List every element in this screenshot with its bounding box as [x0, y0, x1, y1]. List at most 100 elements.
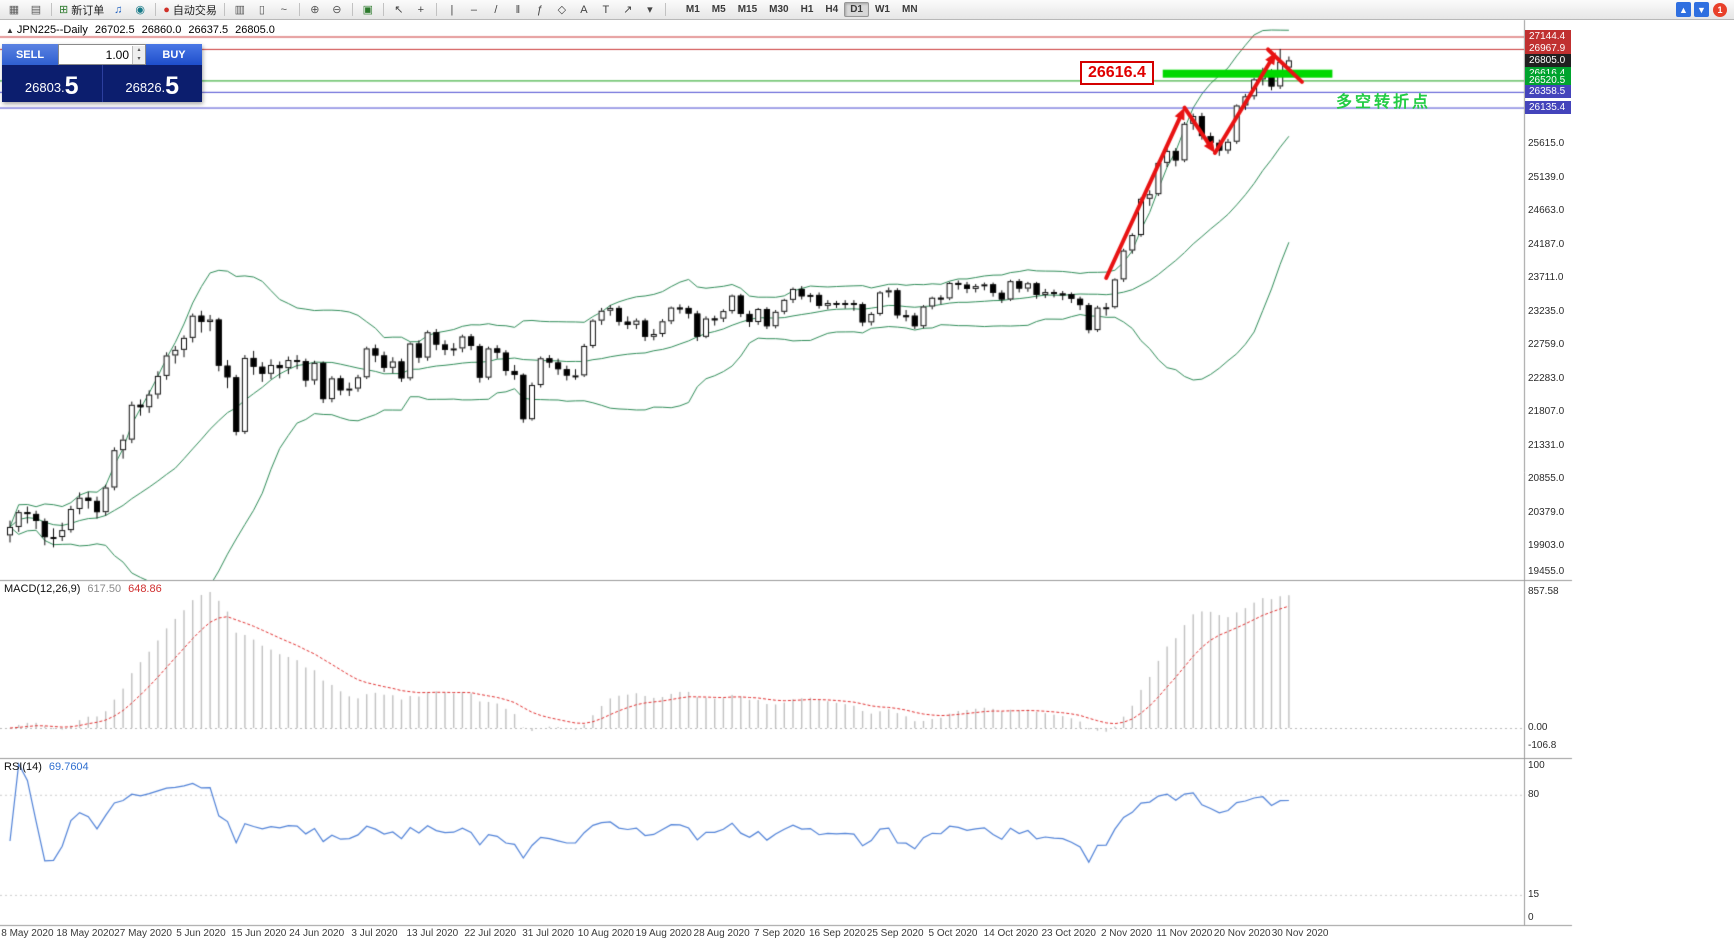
rsi-value: 69.7604 [48, 761, 89, 773]
line-chart-icon[interactable]: ~ [273, 1, 295, 19]
more-tools-icon[interactable]: ▾ [639, 1, 661, 19]
macd-signal-value: 648.86 [128, 583, 162, 595]
lot-increase-button[interactable]: ▴ [133, 45, 145, 55]
sell-price-button[interactable]: 26803. 5 [2, 65, 102, 102]
text-tool-icon[interactable]: T [595, 1, 617, 19]
date-axis-label: 31 Jul 2020 [522, 928, 574, 939]
quick-nav-up-icon[interactable]: ▲ [1676, 2, 1691, 17]
price-tag: 26805.0 [1525, 53, 1571, 67]
date-axis-label: 5 Oct 2020 [928, 928, 978, 939]
price-axis-tick: 19903.0 [1528, 540, 1565, 552]
alerts-icon: ♫ [114, 3, 123, 16]
new-order-button[interactable]: ⊞ 新订单 [56, 1, 107, 19]
one-click-trading-panel: SELL 1.00 ▴ ▾ BUY 26803. 5 26826. 5 [2, 44, 202, 102]
price-axis-tick: 21331.0 [1528, 439, 1565, 451]
price-tag: 26135.4 [1525, 101, 1571, 115]
crosshair-icon: + [417, 3, 425, 16]
fibonacci-icon[interactable]: ƒ [529, 1, 551, 19]
candlestick-chart-icon[interactable]: ▯ [251, 1, 273, 19]
timeframe-h4[interactable]: H4 [825, 4, 839, 15]
price-axis-tick: 25615.0 [1528, 138, 1565, 150]
horizontal-line-icon[interactable]: – [463, 1, 485, 19]
panel-divider[interactable] [0, 576, 1572, 584]
notification-badge[interactable]: 1 [1713, 2, 1727, 17]
date-axis-label: 18 May 2020 [56, 928, 115, 939]
tile-windows-icon[interactable]: ▣ [357, 1, 379, 19]
market-watch-icon: ◉ [135, 3, 146, 16]
timeframe-d1[interactable]: D1 [844, 2, 869, 17]
chart-title: ▲ JPN225--Daily 26702.5 26860.0 26637.5 26805… [6, 24, 282, 36]
buy-button[interactable]: BUY [146, 44, 202, 65]
price-tag: 27144.4 [1525, 30, 1571, 43]
arrow-tool-icon: ↗ [623, 3, 633, 16]
price-axis-tick: 22283.0 [1528, 372, 1565, 384]
macd-main-value: 617.50 [87, 583, 122, 595]
tile-windows-icon: ▣ [362, 3, 374, 16]
trendline-icon: / [494, 3, 498, 16]
new-chart-icon[interactable]: ▦ [3, 1, 25, 19]
price-axis-tick: 23235.0 [1528, 305, 1565, 317]
timeframe-m5[interactable]: M5 [711, 4, 726, 15]
date-axis-label: 30 Nov 2020 [1271, 928, 1329, 939]
price-axis-tick: 23711.0 [1528, 272, 1564, 284]
date-axis-label: 14 Oct 2020 [983, 928, 1039, 939]
more-tools-icon: ▾ [647, 3, 653, 16]
timeframe-mn[interactable]: MN [901, 4, 918, 15]
buy-price-button[interactable]: 26826. 5 [103, 65, 203, 102]
vertical-line-icon: | [450, 3, 454, 16]
high-value: 26860.0 [141, 24, 182, 36]
zoom-out-icon[interactable]: ⊖ [326, 1, 348, 19]
rsi-axis-tick: 80 [1528, 788, 1540, 800]
date-axis-label: 23 Oct 2020 [1041, 928, 1096, 939]
toolbar-separator [223, 3, 225, 16]
sell-price-head: 26803. [24, 80, 65, 95]
lot-size-field[interactable]: 1.00 ▴ ▾ [58, 44, 146, 65]
alerts-icon[interactable]: ♫ [107, 1, 129, 19]
line-chart-icon: ~ [280, 3, 288, 16]
arrow-tool-icon[interactable]: ↗ [617, 1, 639, 19]
channel-icon[interactable]: ‖ [507, 1, 529, 19]
market-watch-icon[interactable]: ◉ [129, 1, 151, 19]
panel-divider[interactable] [0, 754, 1572, 762]
toolbar-separator [51, 3, 52, 16]
date-axis-label: 28 Aug 2020 [693, 928, 750, 939]
toolbar-separator [382, 3, 384, 16]
date-axis-label: 15 Jun 2020 [231, 928, 287, 939]
sell-price-big-digit: 5 [64, 72, 79, 100]
symbol-period-label: JPN225--Daily [16, 24, 88, 36]
timeframe-h1[interactable]: H1 [800, 4, 814, 15]
turning-point-note[interactable]: 多空转折点 [1336, 94, 1432, 111]
zoom-in-icon[interactable]: ⊕ [304, 1, 326, 19]
text-label-icon[interactable]: A [573, 1, 595, 19]
trendline-icon[interactable]: / [485, 1, 507, 19]
date-axis-label: 11 Nov 2020 [1156, 928, 1213, 939]
timeframe-m30[interactable]: M30 [769, 4, 789, 15]
autotrading-button[interactable]: ● 自动交易 [160, 1, 220, 19]
vertical-line-icon[interactable]: | [441, 1, 463, 19]
crosshair-icon[interactable]: + [410, 1, 432, 19]
date-axis-label: 8 May 2020 [1, 928, 54, 939]
chart-profiles-icon[interactable]: ▤ [25, 1, 47, 19]
quick-nav-down-icon[interactable]: ▼ [1694, 2, 1709, 17]
shapes-icon[interactable]: ◇ [551, 1, 573, 19]
support-price-callout[interactable]: 26616.4 [1080, 61, 1154, 85]
cursor-icon: ↖ [394, 3, 404, 16]
open-value: 26702.5 [94, 24, 135, 36]
bar-chart-icon[interactable]: ▥ [229, 1, 251, 19]
rsi-label: RSI(14) 69.7604 [4, 761, 89, 773]
timeframe-m15[interactable]: M15 [737, 4, 758, 15]
date-axis-label: 20 Nov 2020 [1213, 928, 1271, 939]
date-axis-label: 10 Aug 2020 [577, 928, 634, 939]
sell-button[interactable]: SELL [2, 44, 58, 65]
new-order-icon: ⊞ [59, 3, 69, 16]
timeframe-m1[interactable]: M1 [685, 4, 700, 15]
price-tag: 26358.5 [1525, 85, 1571, 99]
cursor-icon[interactable]: ↖ [388, 1, 410, 19]
price-axis-tick: 20855.0 [1528, 473, 1565, 485]
date-axis-label: 22 Jul 2020 [464, 928, 517, 939]
timeframe-w1[interactable]: W1 [874, 4, 890, 15]
lot-decrease-button[interactable]: ▾ [133, 54, 145, 64]
new-order-button-label: 新订单 [71, 4, 105, 17]
